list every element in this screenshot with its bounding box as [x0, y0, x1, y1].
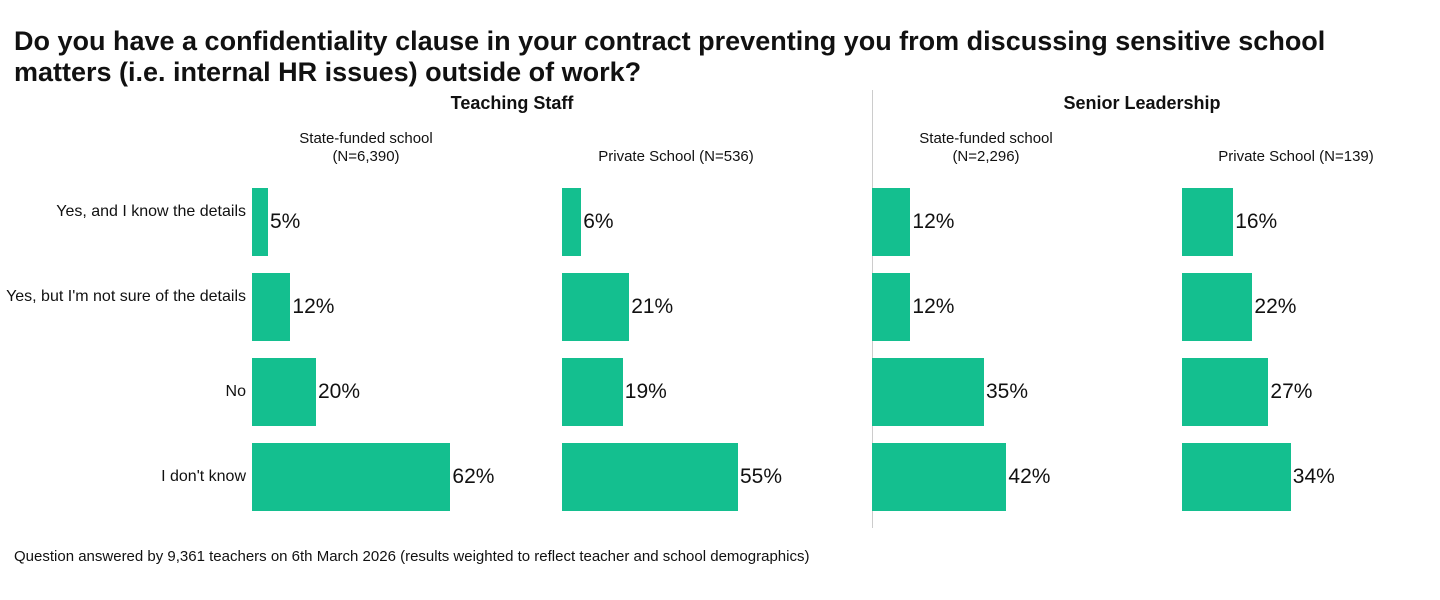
- data-label: 62%: [452, 465, 495, 488]
- panel-subtitle: Private School (N=536): [556, 148, 796, 166]
- data-label: 22%: [1254, 295, 1297, 318]
- panel-subtitle: Private School (N=139): [1176, 148, 1416, 166]
- group-title-senior-leadership: Senior Leadership: [1063, 93, 1221, 113]
- bar: [252, 358, 316, 426]
- category-label: I don't know: [161, 468, 246, 485]
- data-label: 21%: [631, 295, 674, 318]
- data-label: 55%: [740, 465, 783, 488]
- data-label: 27%: [1270, 380, 1313, 403]
- data-label: 5%: [270, 210, 301, 233]
- bar: [252, 188, 268, 256]
- panel-subtitle: State-funded school (N=6,390): [246, 130, 486, 166]
- data-label: 6%: [583, 210, 614, 233]
- category-label: Yes, but I'm not sure of the details: [6, 288, 246, 305]
- data-label: 42%: [1008, 465, 1051, 488]
- data-label: 35%: [986, 380, 1029, 403]
- bar: [1182, 443, 1291, 511]
- data-label: 12%: [912, 210, 955, 233]
- bar: [872, 273, 911, 341]
- bar: [1182, 273, 1253, 341]
- footnote: Question answered by 9,361 teachers on 6…: [14, 548, 810, 565]
- bar: [872, 443, 1007, 511]
- category-label: No: [225, 383, 246, 400]
- bar: [252, 273, 291, 341]
- bar: [872, 188, 911, 256]
- data-label: 12%: [912, 295, 955, 318]
- bar: [562, 273, 630, 341]
- data-label: 16%: [1235, 210, 1278, 233]
- bar: [562, 188, 582, 256]
- bar: [562, 358, 623, 426]
- bar: [1182, 358, 1269, 426]
- panel-n: (N=6,390): [332, 148, 400, 165]
- data-label: 20%: [318, 380, 361, 403]
- data-label: 12%: [292, 295, 335, 318]
- bar: [252, 443, 451, 511]
- category-label: Yes, and I know the details: [56, 203, 246, 220]
- bar: [1182, 188, 1234, 256]
- bar: [562, 443, 738, 511]
- group-title-teaching-staff: Teaching Staff: [450, 93, 574, 113]
- panel-subtitle: State-funded school (N=2,296): [866, 130, 1106, 166]
- panel-name: State-funded school: [299, 130, 433, 147]
- panel-name: Private School (N=139): [1218, 148, 1374, 165]
- panel-name: State-funded school: [919, 130, 1053, 147]
- panel-n: (N=2,296): [952, 148, 1020, 165]
- chart-title: Do you have a confidentiality clause in …: [14, 26, 1326, 87]
- bar: [872, 358, 984, 426]
- panel-name: Private School (N=536): [598, 148, 754, 165]
- data-label: 34%: [1292, 465, 1335, 488]
- data-label: 19%: [624, 380, 667, 403]
